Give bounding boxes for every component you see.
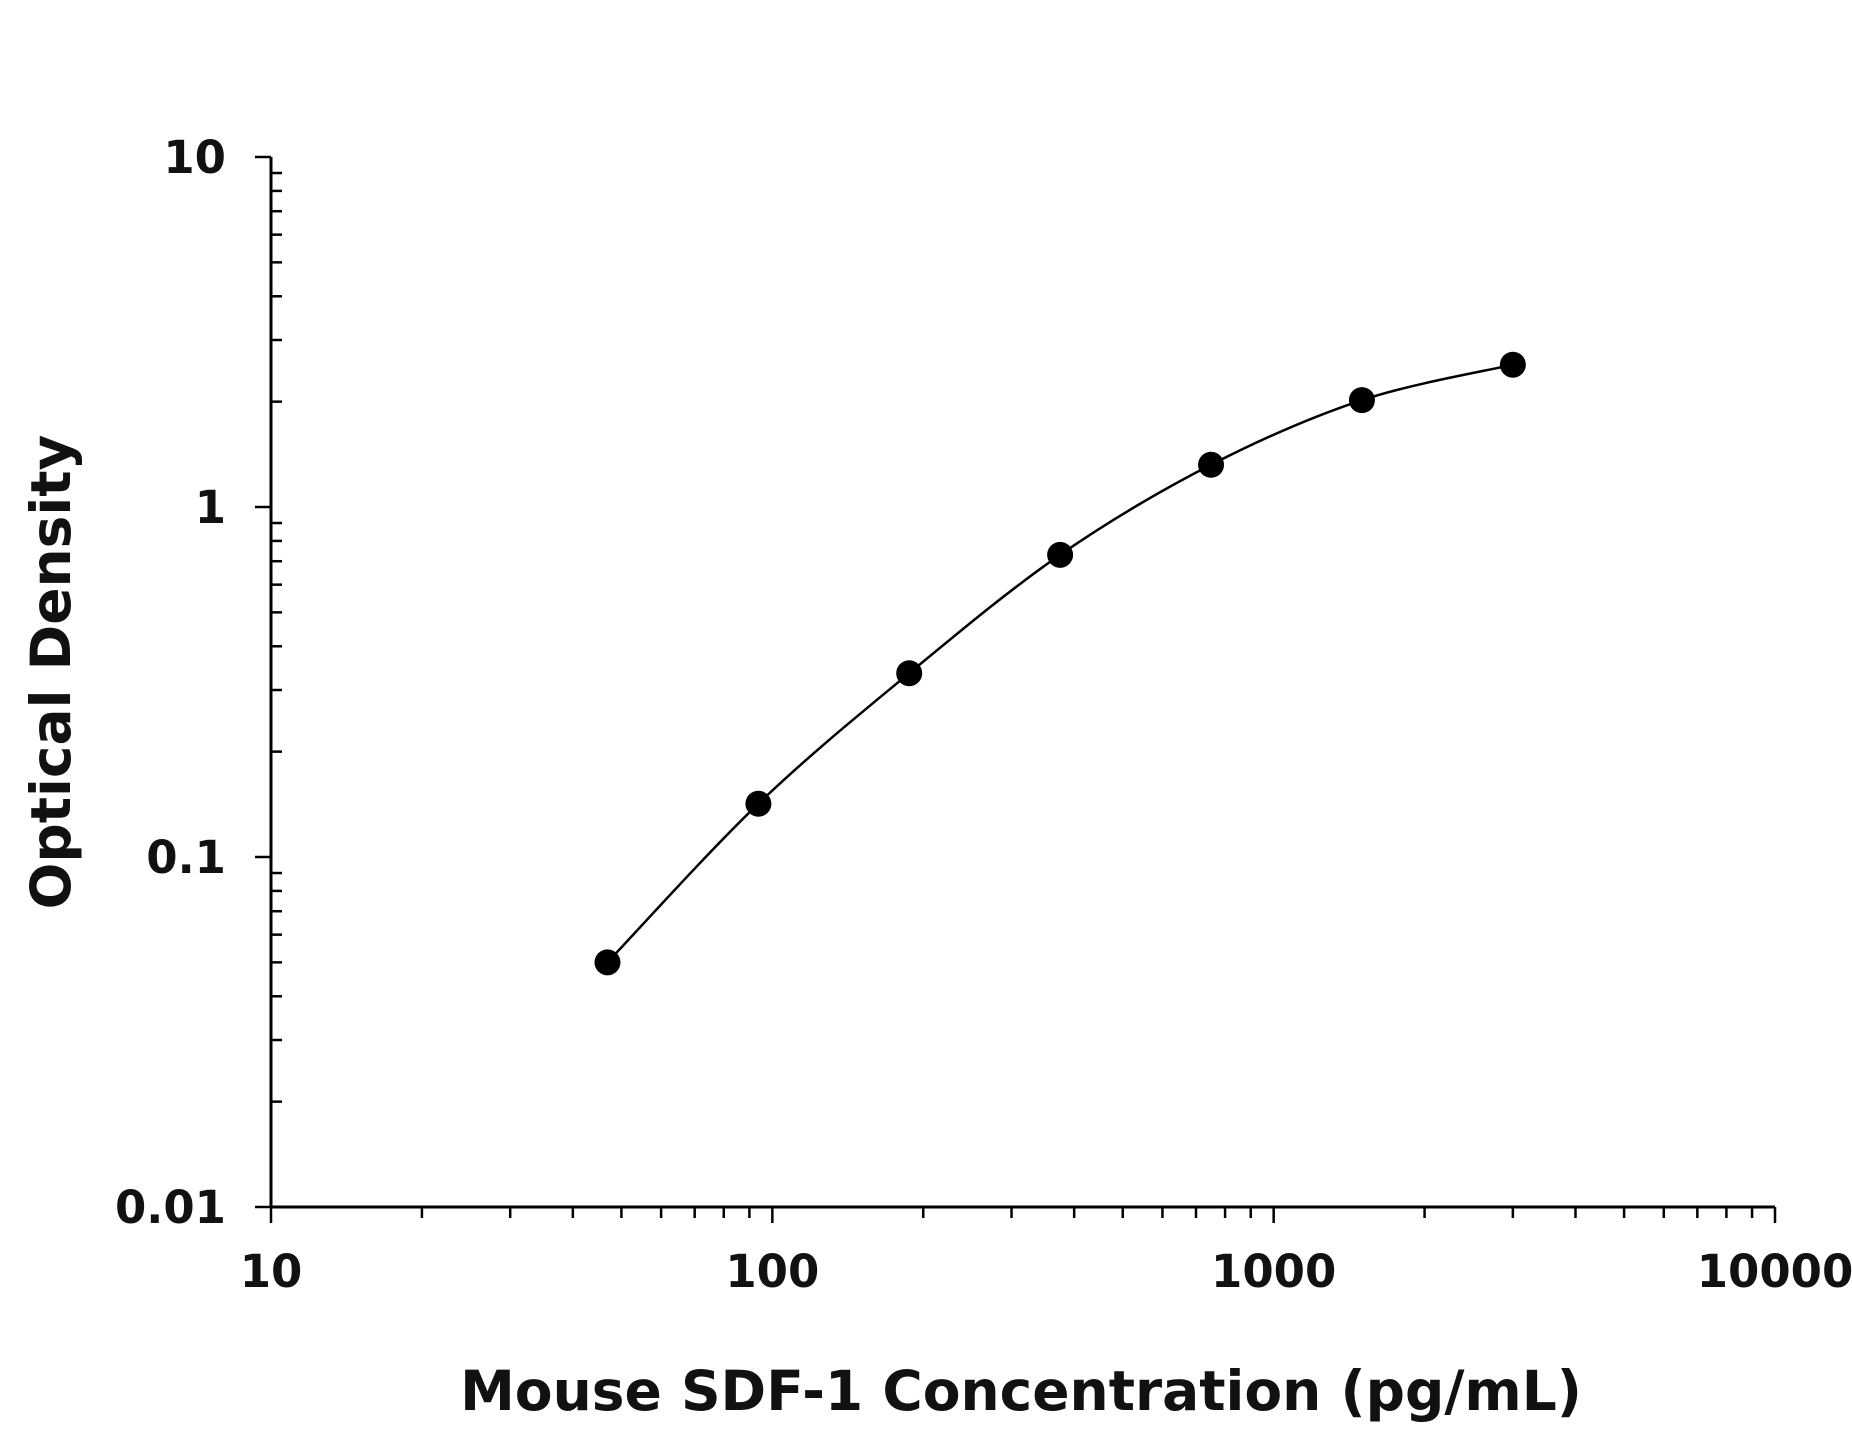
data-point	[896, 660, 923, 687]
y-tick-label: 0.1	[146, 831, 226, 884]
y-axis-ticks	[255, 155, 282, 1209]
axes	[269, 157, 1775, 1209]
fit-curve-line	[606, 363, 1514, 964]
data-point	[1348, 387, 1375, 414]
data-point	[594, 949, 621, 976]
y-tick-label: 10	[163, 131, 226, 184]
x-axis-title: Mouse SDF-1 Concentration (pg/mL)	[460, 1359, 1582, 1423]
x-tick-label: 10	[240, 1245, 303, 1298]
x-axis-ticks	[269, 1207, 1777, 1223]
data-point	[1047, 541, 1074, 568]
y-axis-title: Optical Density	[19, 435, 83, 910]
x-tick-label: 1000	[1211, 1245, 1336, 1298]
x-axis-tick-labels: 10 100 1000 10000	[240, 1245, 1852, 1298]
data-point	[1499, 351, 1526, 378]
data-point	[745, 790, 772, 817]
y-tick-label: 1	[195, 481, 226, 534]
y-tick-label: 0.01	[115, 1181, 226, 1234]
data-point	[1198, 451, 1225, 478]
x-tick-label: 10000	[1697, 1245, 1852, 1298]
y-axis-tick-labels: 10 1 0.1 0.01	[115, 131, 226, 1234]
data-points	[594, 351, 1526, 976]
x-tick-label: 100	[725, 1245, 819, 1298]
